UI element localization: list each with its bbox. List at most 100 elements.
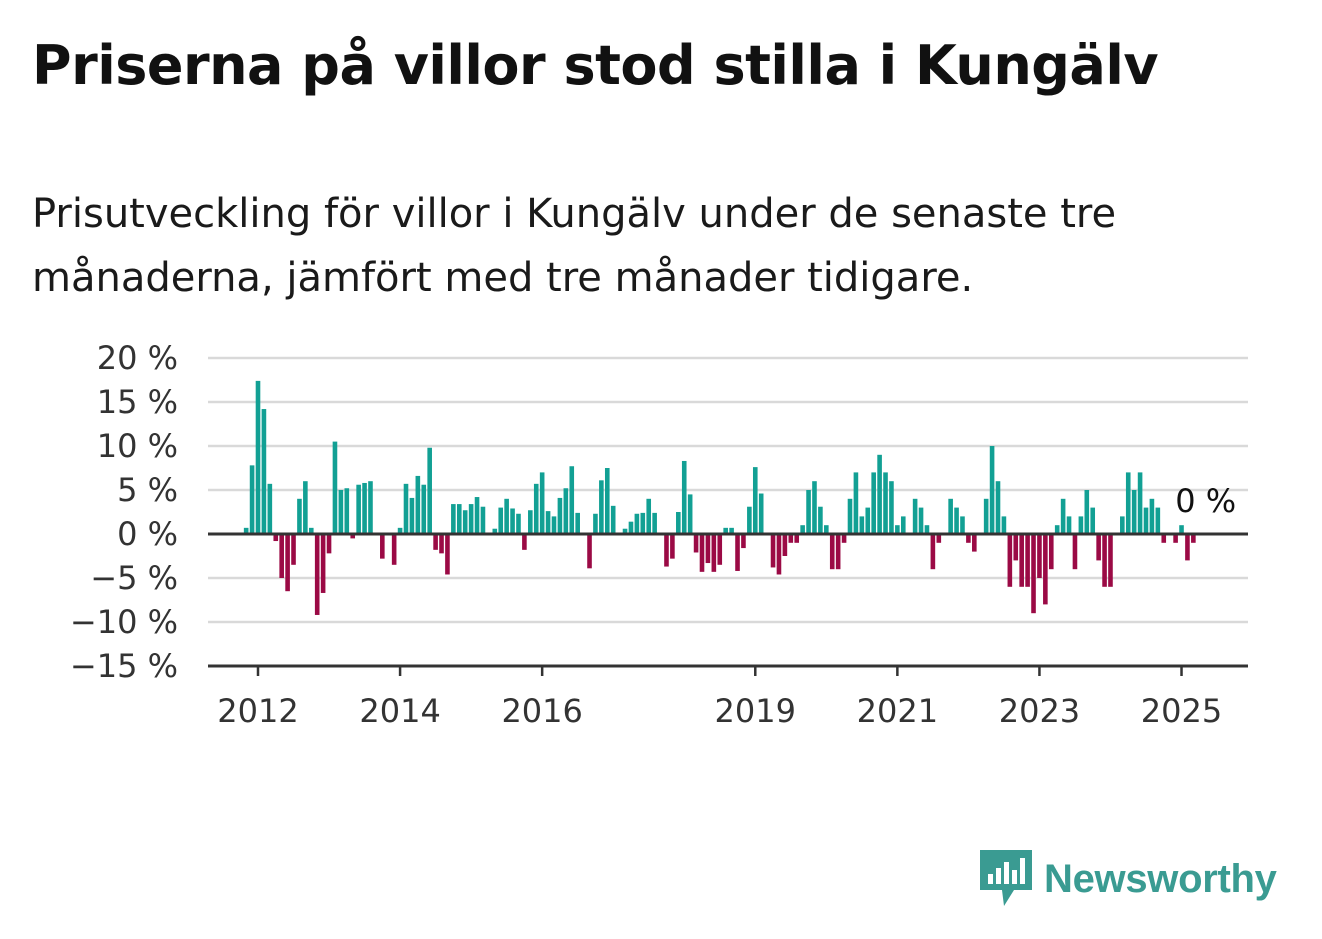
bar <box>853 472 859 534</box>
bar <box>806 490 811 534</box>
bar <box>818 506 823 534</box>
bar <box>462 510 468 534</box>
bar <box>1001 516 1007 534</box>
bar <box>1060 498 1066 534</box>
bar <box>308 527 314 534</box>
bar <box>1149 498 1155 534</box>
brand-name: Newsworthy <box>1044 856 1277 901</box>
bar <box>492 528 498 534</box>
grid-lines <box>208 356 1248 624</box>
bar <box>1125 472 1131 534</box>
bar <box>895 525 900 534</box>
bar <box>273 534 279 542</box>
bar <box>1072 534 1078 570</box>
bar <box>1066 516 1072 534</box>
y-tick-label: 20 % <box>97 339 178 377</box>
bar <box>723 527 728 534</box>
bar <box>752 467 758 534</box>
bar <box>670 534 675 559</box>
bar <box>474 497 480 534</box>
bar <box>433 534 438 550</box>
bar <box>705 534 711 564</box>
bar <box>249 465 255 534</box>
bar <box>261 409 267 534</box>
bar <box>735 534 740 571</box>
bar <box>468 504 474 534</box>
bar <box>1137 472 1143 534</box>
bar <box>456 504 462 534</box>
bar <box>883 472 888 534</box>
bar <box>918 507 924 534</box>
y-tick-label: −15 % <box>70 647 178 685</box>
bar <box>1143 507 1149 534</box>
bar <box>297 498 302 534</box>
y-axis-ticks: −15 % −10 % −5 % 0 % 5 % 10 % 15 % 20 % <box>70 339 178 685</box>
x-tick-label: 2016 <box>501 692 582 730</box>
bar <box>522 534 527 550</box>
bar <box>812 481 817 534</box>
newsworthy-logo: Newsworthy <box>980 850 1277 908</box>
bar <box>516 513 521 534</box>
bar <box>972 534 977 552</box>
bar <box>640 512 646 534</box>
bar <box>847 498 853 534</box>
bar <box>794 534 800 543</box>
bar <box>995 481 1001 534</box>
bar <box>711 534 717 572</box>
bar <box>758 493 764 534</box>
bar <box>989 446 995 534</box>
bar <box>1131 490 1137 534</box>
bar <box>1090 507 1096 534</box>
bar <box>344 488 350 534</box>
bar <box>676 512 681 534</box>
bar <box>717 534 723 565</box>
bar <box>681 460 687 534</box>
bar <box>285 534 290 592</box>
bar <box>824 525 829 534</box>
bar <box>498 507 504 534</box>
bar <box>557 497 563 534</box>
bar <box>362 482 367 534</box>
bar <box>587 534 592 569</box>
bar <box>865 507 871 534</box>
bar <box>924 525 930 534</box>
bar-chart: −15 %−10 %−5 %0 %5 %10 %15 %20 % 2012 201… <box>70 339 1248 730</box>
bar <box>350 534 356 539</box>
bar <box>1025 534 1030 587</box>
bar <box>1108 534 1113 587</box>
bar <box>1048 534 1054 570</box>
bar <box>439 534 444 554</box>
bar <box>1161 534 1167 543</box>
bar <box>800 525 805 534</box>
newsworthy-logo-icon <box>980 850 1032 906</box>
bar <box>314 534 320 615</box>
bar <box>912 498 918 534</box>
bar <box>380 534 385 559</box>
bar <box>782 534 788 556</box>
bar <box>788 534 794 543</box>
x-tick-label: 2025 <box>1141 692 1222 730</box>
last-value-label: 0 % <box>1175 482 1236 520</box>
bar <box>1120 516 1125 534</box>
bar <box>510 508 515 534</box>
chart-subtitle: Prisutveckling för villor i Kungälv unde… <box>32 191 1117 301</box>
x-tick-label: 2014 <box>359 692 440 730</box>
bar <box>1054 525 1060 534</box>
x-axis-ticks: 2012 2014 2016 2019 2021 2023 2025 <box>217 666 1222 730</box>
bar <box>835 534 841 570</box>
bar <box>930 534 936 570</box>
bar <box>320 534 326 593</box>
bar <box>900 516 906 534</box>
bar <box>528 510 533 534</box>
bar <box>338 490 344 534</box>
bar <box>480 506 486 534</box>
y-tick-label: 5 % <box>117 471 178 509</box>
bar <box>1019 534 1024 587</box>
bar <box>622 528 628 534</box>
bar <box>563 488 569 534</box>
bar <box>575 512 580 534</box>
y-tick-label: −10 % <box>70 603 178 641</box>
bar <box>599 480 604 534</box>
y-tick-label: 15 % <box>97 383 178 421</box>
bar <box>356 484 361 534</box>
